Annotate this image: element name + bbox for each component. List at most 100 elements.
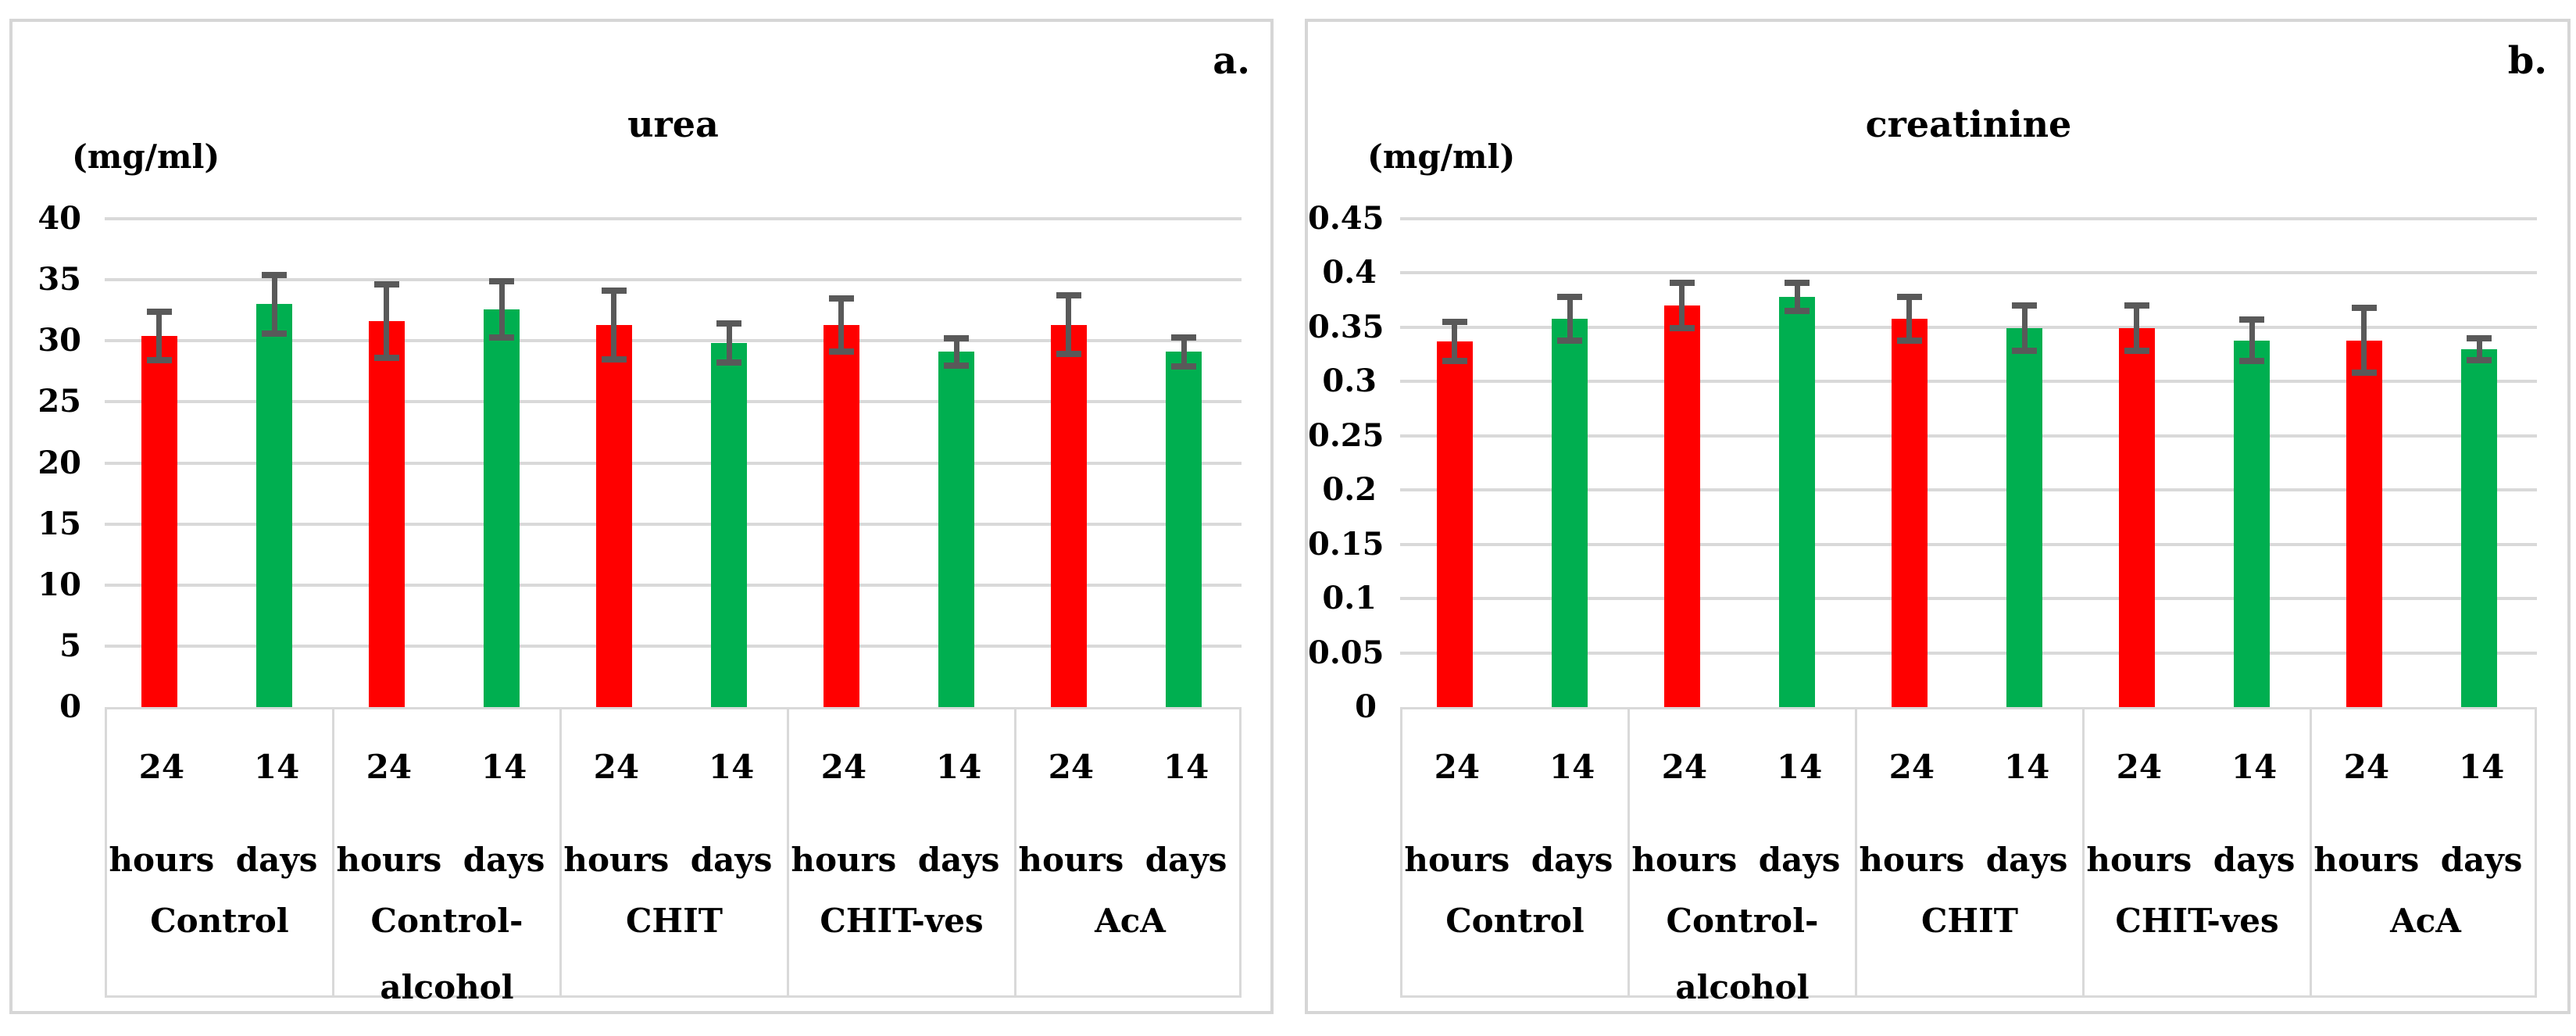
bar-aca-24-hours (1050, 324, 1087, 707)
y-tick-label: 25 (38, 383, 81, 420)
error-bar-stem (1066, 295, 1072, 355)
subcategory-label-24-hours: 24 hours (1018, 748, 1124, 879)
error-bar-stem (2476, 338, 2482, 360)
chart-title: urea (627, 103, 719, 145)
category-label-control-alcohol: Control-alcohol (370, 902, 523, 1006)
error-bar-cap (489, 277, 515, 284)
gridline (1400, 325, 2537, 329)
error-bar-stem (726, 323, 732, 363)
subcategory-label-24-hours: 24 hours (2313, 748, 2420, 879)
subcategory-label-24-hours: 24 hours (563, 748, 670, 879)
error-bar-stem (838, 298, 845, 352)
error-bar-cap (601, 288, 627, 295)
subcategory-label-14-days: 14 days (1985, 748, 2068, 879)
gridline (1400, 434, 2537, 438)
error-bar-cap (146, 357, 172, 364)
error-bar-stem (2249, 320, 2255, 361)
error-bar-stem (1181, 337, 1187, 367)
error-bar-cap (1669, 325, 1695, 332)
subcategory-label-14-days: 14 days (917, 748, 1000, 879)
error-bar-cap (944, 335, 970, 342)
bar-control-14-days (256, 304, 293, 707)
y-tick-label: 10 (38, 566, 81, 603)
y-tick-label: 0 (59, 688, 81, 725)
error-bar-cap (1171, 363, 1197, 370)
error-bar-cap (373, 355, 399, 362)
error-bar-cap (2239, 316, 2265, 323)
chart-plot-area: 0 5 10 15 20 25 30 35 40 24 hours 14 days Control 24 ho… (13, 22, 1270, 1011)
chart-title: creatinine (1865, 103, 2072, 145)
gridline (1400, 488, 2537, 492)
bar-control-24-hours (1436, 341, 1473, 707)
error-bar-cap (716, 359, 742, 366)
y-tick-label: 30 (38, 322, 81, 359)
y-tick-label: 0.1 (1322, 580, 1377, 617)
y-tick-label: 0.05 (1308, 634, 1384, 671)
error-bar-cap (828, 295, 854, 302)
error-bar-cap (2012, 348, 2038, 355)
gridline (105, 400, 1242, 404)
gridline (105, 522, 1242, 526)
subcategory-label-14-days: 14 days (2440, 748, 2523, 879)
error-bar-cap (601, 355, 627, 363)
error-bar-cap (1442, 357, 1467, 364)
error-bar-stem (611, 291, 617, 359)
subcategory-label-24-hours: 24 hours (1859, 748, 1965, 879)
error-bar-cap (489, 334, 515, 341)
error-bar-cap (146, 308, 172, 315)
error-bar-cap (262, 330, 288, 337)
subcategory-label-24-hours: 24 hours (109, 748, 215, 879)
subcategory-label-14-days: 14 days (235, 748, 318, 879)
error-bar-cap (1557, 337, 1583, 344)
bar-chit-24-hours (595, 324, 632, 707)
category-cell-aca: 24 hours 14 days AcA (1016, 709, 1244, 995)
bar-chit-ves-24-hours (823, 324, 859, 707)
error-bar-cap (262, 271, 288, 278)
category-cell-control: 24 hours 14 days Control (107, 709, 334, 995)
y-tick-label: 20 (38, 444, 81, 481)
error-bar-stem (1452, 321, 1458, 361)
subcategory-label-24-hours: 24 hours (2086, 748, 2192, 879)
gridline (105, 339, 1242, 343)
subcategory-label-24-hours: 24 hours (1631, 748, 1738, 879)
error-bar-cap (2124, 302, 2149, 309)
bar-control-14-days (1552, 318, 1588, 707)
error-bar-stem (1794, 282, 1800, 312)
error-bar-stem (384, 284, 390, 359)
subcategory-label-24-hours: 24 hours (791, 748, 897, 879)
y-tick-label: 40 (38, 200, 81, 237)
category-cell-control-alcohol: 24 hours 14 days Control-alcohol (1630, 709, 1857, 1006)
error-bar-cap (373, 281, 399, 288)
category-axis-table: 24 hours 14 days Control 24 hours 14 days Control… (105, 707, 1244, 1006)
subcategory-label-14-days: 14 days (463, 748, 545, 879)
subcategory-label-14-days: 14 days (1758, 748, 1841, 879)
y-axis-units-label: (mg/ml) (72, 138, 220, 176)
category-cell-chit: 24 hours 14 days CHIT (562, 709, 789, 995)
gridline (1400, 542, 2537, 546)
bar-aca-14-days (2461, 348, 2498, 707)
y-tick-label: 0 (1355, 688, 1377, 725)
error-bar-stem (1906, 297, 1913, 341)
category-label-control-alcohol: Control-alcohol (1666, 902, 1819, 1006)
error-bar-cap (1056, 292, 1081, 299)
category-label-control: Control (150, 902, 289, 940)
error-bar-cap (1442, 318, 1467, 325)
category-cell-chit-ves: 24 hours 14 days CHIT-ves (2085, 709, 2312, 995)
gridline (1400, 217, 2537, 220)
y-tick-label: 15 (38, 505, 81, 542)
bar-control-alcohol-14-days (484, 309, 520, 707)
chart-panel-b: b. creatinine (mg/ml) 0 0.05 0.1 0.15 0.2 0.2… (1305, 19, 2571, 1014)
error-bar-cap (2124, 348, 2149, 355)
gridline (105, 461, 1242, 465)
error-bar-stem (156, 311, 163, 361)
error-bar-stem (2021, 305, 2028, 352)
bar-chit-ves-14-days (2234, 340, 2271, 707)
error-bar-cap (1669, 279, 1695, 286)
error-bar-stem (498, 280, 505, 338)
y-tick-label: 0.25 (1308, 416, 1384, 454)
error-bar-cap (1056, 351, 1081, 358)
error-bar-cap (944, 362, 970, 369)
error-bar-cap (1557, 294, 1583, 300)
category-cell-aca: 24 hours 14 days AcA (2312, 709, 2539, 995)
